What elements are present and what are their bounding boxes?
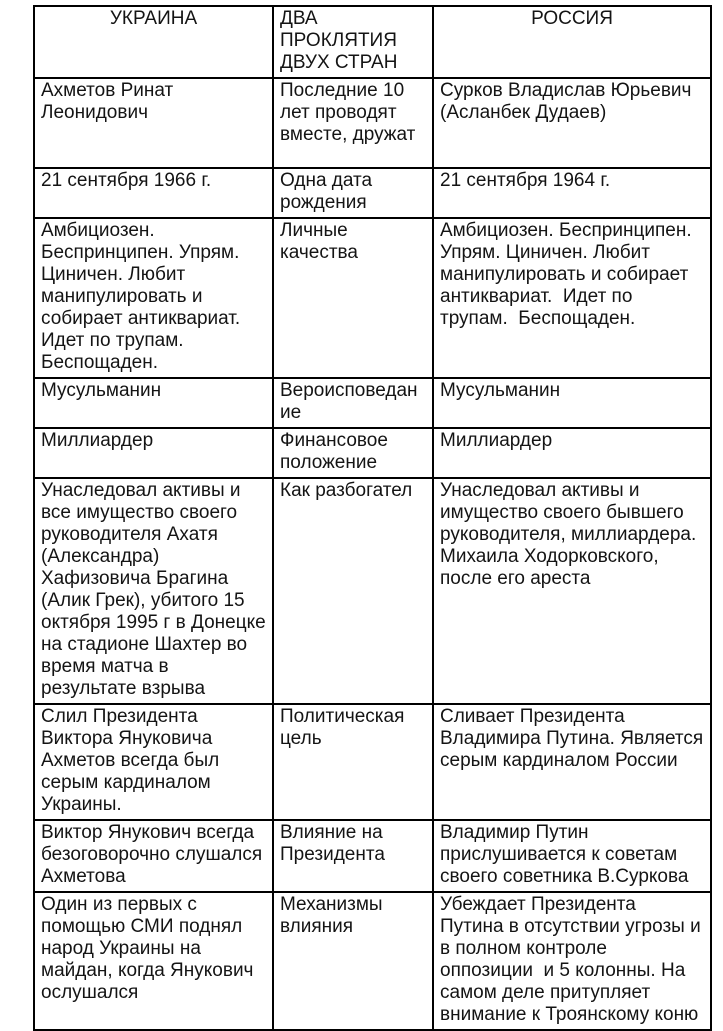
cell-category-influence: Влияние на Президента <box>272 819 434 893</box>
column-header-category: ДВА ПРОКЛЯТИЯ ДВУХ СТРАН <box>272 5 434 79</box>
table-row-religion: Мусульманин Вероисповедание Мусульманин <box>33 377 712 429</box>
cell-ukraine-name: Ахметов Ринат Леонидович <box>33 77 274 169</box>
cell-russia-religion: Мусульманин <box>432 377 712 429</box>
cell-ukraine-birthdate: 21 сентября 1966 г. <box>33 167 274 219</box>
cell-russia-political-goal: Сливает Президента Владимира Путина. Явл… <box>432 703 712 821</box>
table-row-mechanisms: Один из первых с помощью СМИ поднял наро… <box>33 891 712 1031</box>
header-row: УКРАИНА ДВА ПРОКЛЯТИЯ ДВУХ СТРАН РОССИЯ <box>33 5 712 79</box>
cell-category-religion: Вероисповедание <box>272 377 434 429</box>
cell-category-birthdate: Одна дата рождения <box>272 167 434 219</box>
cell-category-finance: Финансовое положение <box>272 427 434 479</box>
table-row-qualities: Амбициозен. Беспринципен. Упрям. Циничен… <box>33 217 712 379</box>
table-row-birthdate: 21 сентября 1966 г. Одна дата рождения 2… <box>33 167 712 219</box>
cell-russia-name: Сурков Владислав Юрьевич (Асланбек Дудае… <box>432 77 712 169</box>
cell-russia-influence: Владимир Путин прислушивается к советам … <box>432 819 712 893</box>
cell-category-mechanisms: Механизмы влияния <box>272 891 434 1031</box>
column-header-ukraine: УКРАИНА <box>33 5 274 79</box>
cell-category-qualities: Личные качества <box>272 217 434 379</box>
table-row-political-goal: Слил Президента Виктора Януковича Ахмето… <box>33 703 712 821</box>
cell-category-wealth-origin: Как разбогател <box>272 477 434 705</box>
cell-russia-wealth-origin: Унаследовал активы и имущество своего бы… <box>432 477 712 705</box>
cell-ukraine-wealth-origin: Унаследовал активы и все имущество своег… <box>33 477 274 705</box>
table-row-wealth-origin: Унаследовал активы и все имущество своег… <box>33 477 712 705</box>
cell-ukraine-qualities: Амбициозен. Беспринципен. Упрям. Циничен… <box>33 217 274 379</box>
cell-ukraine-finance: Миллиардер <box>33 427 274 479</box>
column-header-russia: РОССИЯ <box>432 5 712 79</box>
table-row-names: Ахметов Ринат Леонидович Последние 10 ле… <box>33 77 712 169</box>
cell-category-friendship: Последние 10 лет проводят вместе, дружат <box>272 77 434 169</box>
cell-category-political-goal: Политическая цель <box>272 703 434 821</box>
cell-ukraine-political-goal: Слил Президента Виктора Януковича Ахмето… <box>33 703 274 821</box>
table-row-influence: Виктор Янукович всегда безоговорочно слу… <box>33 819 712 893</box>
cell-russia-qualities: Амбициозен. Беспринципен. Упрям. Циничен… <box>432 217 712 379</box>
cell-ukraine-religion: Мусульманин <box>33 377 274 429</box>
cell-ukraine-influence: Виктор Янукович всегда безоговорочно слу… <box>33 819 274 893</box>
cell-russia-birthdate: 21 сентября 1964 г. <box>432 167 712 219</box>
table-row-finance: Миллиардер Финансовое положение Миллиард… <box>33 427 712 479</box>
cell-russia-finance: Миллиардер <box>432 427 712 479</box>
comparison-table: УКРАИНА ДВА ПРОКЛЯТИЯ ДВУХ СТРАН РОССИЯ … <box>33 5 712 1031</box>
cell-russia-mechanisms: Убеждает Президента Путина в отсутствии … <box>432 891 712 1031</box>
cell-ukraine-mechanisms: Один из первых с помощью СМИ поднял наро… <box>33 891 274 1031</box>
